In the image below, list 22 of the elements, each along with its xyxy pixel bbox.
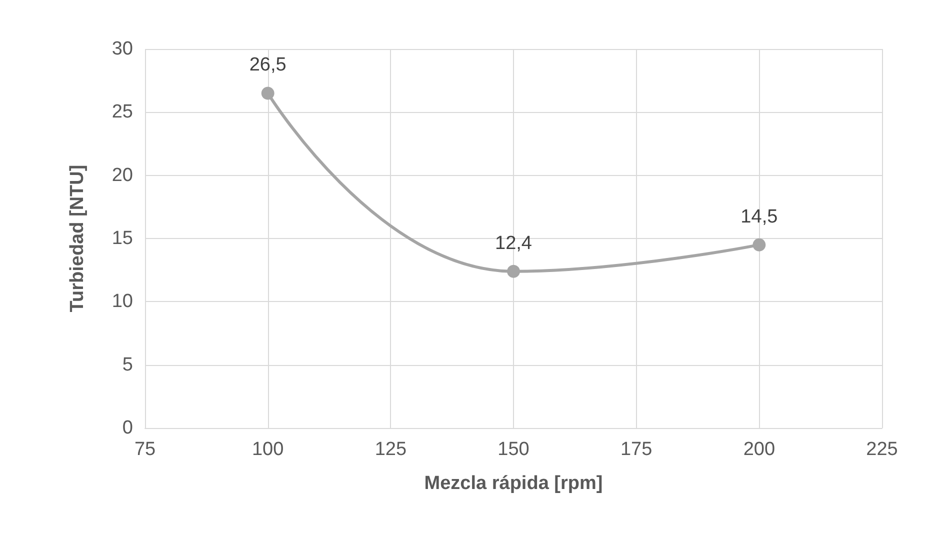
y-tick-label: 0: [122, 418, 133, 438]
data-label: 14,5: [740, 206, 778, 228]
x-axis-title: Mezcla rápida [rpm]: [424, 473, 603, 494]
x-tick-label: 200: [743, 439, 776, 460]
x-tick-label: 100: [252, 439, 284, 460]
data-label: 26,5: [249, 54, 286, 76]
point: [261, 86, 274, 100]
x-tick-label: 75: [134, 439, 156, 460]
x-tick-label: 175: [620, 439, 652, 460]
point: [752, 238, 766, 252]
x-tick-label: 150: [498, 439, 530, 460]
y-tick-label: 30: [112, 38, 133, 60]
x-tick-label: 225: [866, 439, 898, 460]
y-tick-label: 10: [112, 291, 133, 312]
y-tick-label: 20: [112, 164, 133, 186]
y-tick-label: 25: [112, 102, 133, 123]
point: [507, 264, 520, 278]
y-axis-title: Turbiedad [NTU]: [67, 164, 88, 312]
x-tick-label: 125: [374, 439, 407, 460]
y-tick-label: 5: [122, 354, 133, 376]
y-tick-label: 15: [112, 228, 133, 249]
data-label: 12,4: [495, 232, 532, 254]
